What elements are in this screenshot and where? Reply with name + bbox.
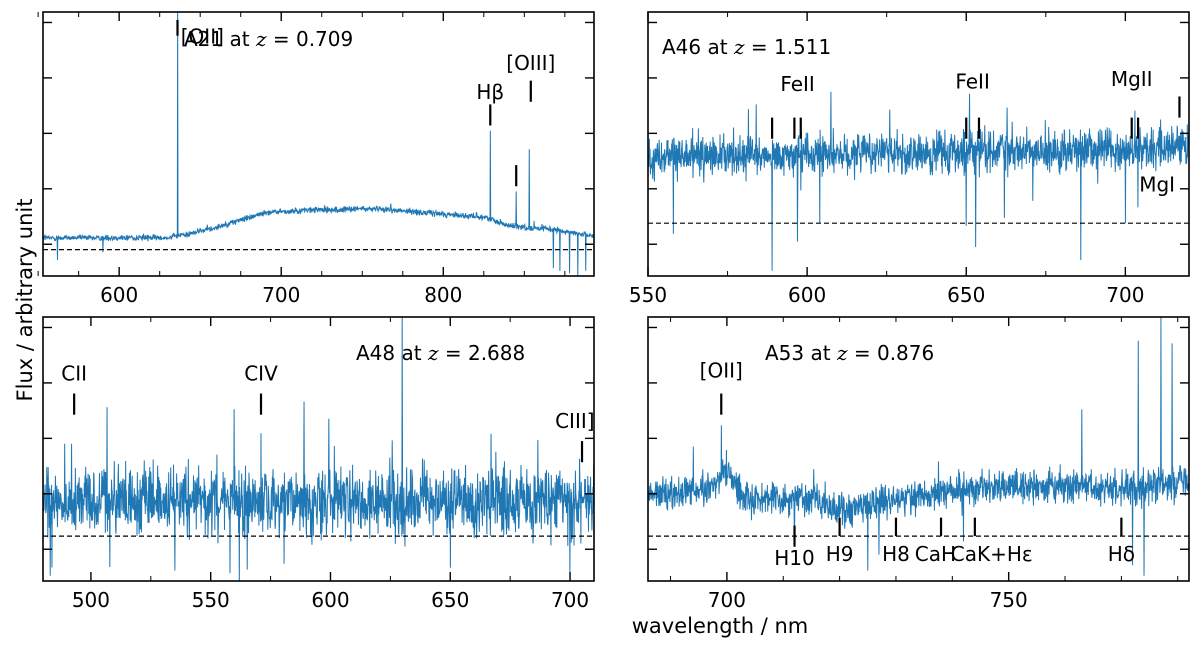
line-label: CIII] <box>555 409 594 433</box>
panel-a46: 550 600 650 700 A46 at z = 1.511 FeII FeII MgII… <box>629 11 1190 307</box>
panel-title: A21 at z = 0.709 <box>184 27 353 51</box>
panel-frame <box>42 316 595 582</box>
panel-title-z: z <box>255 27 267 51</box>
panel-title-z: z <box>427 341 439 365</box>
x-tick-label: 650 <box>947 283 985 307</box>
panel-title-z: z <box>836 341 848 365</box>
x-tick-label: 700 <box>551 588 589 612</box>
line-label: [OII] <box>700 359 743 383</box>
panel-frame <box>647 11 1190 277</box>
line-label: CII <box>61 361 87 385</box>
panel-a48: 500 550 600 650 700 A48 at z = 2.688 CII CIV CII… <box>42 316 595 612</box>
spectrum-line <box>648 317 1189 576</box>
line-label: CIV <box>244 361 278 385</box>
panel-title-value: = 0.876 <box>848 341 935 365</box>
panel-a53: 700 750 A53 at z = 0.876 [OII] H10 H9 H8 CaHCaK… <box>647 316 1190 612</box>
x-tick-label: 750 <box>990 588 1028 612</box>
x-tick-label: 600 <box>100 283 138 307</box>
y-axis-label: Flux / arbitrary unit <box>13 199 37 402</box>
x-tick-label: 800 <box>424 283 462 307</box>
panel-title-name: A21 at <box>184 27 256 51</box>
panel-title-value: = 1.511 <box>745 35 832 59</box>
line-label: [OII] <box>181 25 224 49</box>
line-label: [OIII] <box>506 51 555 75</box>
line-label: H9 <box>826 542 854 566</box>
panel-title: A48 at z = 2.688 <box>356 341 525 365</box>
line-label: H10 <box>774 546 815 570</box>
line-label: Hδ <box>1108 542 1135 566</box>
spectrum-line <box>648 91 1189 271</box>
line-label: FeII <box>955 70 990 94</box>
panel-frame <box>42 11 595 277</box>
panel-title-z: z <box>733 35 745 59</box>
panel-title-value: = 2.688 <box>439 341 526 365</box>
x-tick-label: 700 <box>1106 283 1144 307</box>
spectrum-line <box>43 317 594 581</box>
line-label: CaH <box>915 542 956 566</box>
panel-title-value: = 0.709 <box>267 27 354 51</box>
line-label: H8 <box>882 542 910 566</box>
x-tick-label: 600 <box>311 588 349 612</box>
line-label: Hβ <box>476 80 504 104</box>
line-label: MgI <box>1139 173 1175 197</box>
panel-title-name: A48 at <box>356 341 428 365</box>
x-tick-label: 650 <box>431 588 469 612</box>
panel-title: A53 at z = 0.876 <box>765 341 934 365</box>
panel-title-name: A53 at <box>765 341 837 365</box>
spectrum-line <box>43 12 594 276</box>
panel-frame <box>647 316 1190 582</box>
panel-title: A46 at z = 1.511 <box>662 35 831 59</box>
x-tick-label: 700 <box>708 588 746 612</box>
x-tick-label: 500 <box>72 588 110 612</box>
line-label: CaK+Hε <box>951 542 1033 566</box>
line-label: MgII <box>1111 67 1153 91</box>
panel-title-name: A46 at <box>662 35 734 59</box>
line-label: FeII <box>780 72 815 96</box>
x-tick-label: 550 <box>629 283 667 307</box>
x-tick-label: 700 <box>262 283 300 307</box>
x-tick-label: 550 <box>192 588 230 612</box>
x-axis-label: wavelength / nm <box>632 614 809 638</box>
x-tick-label: 600 <box>788 283 826 307</box>
